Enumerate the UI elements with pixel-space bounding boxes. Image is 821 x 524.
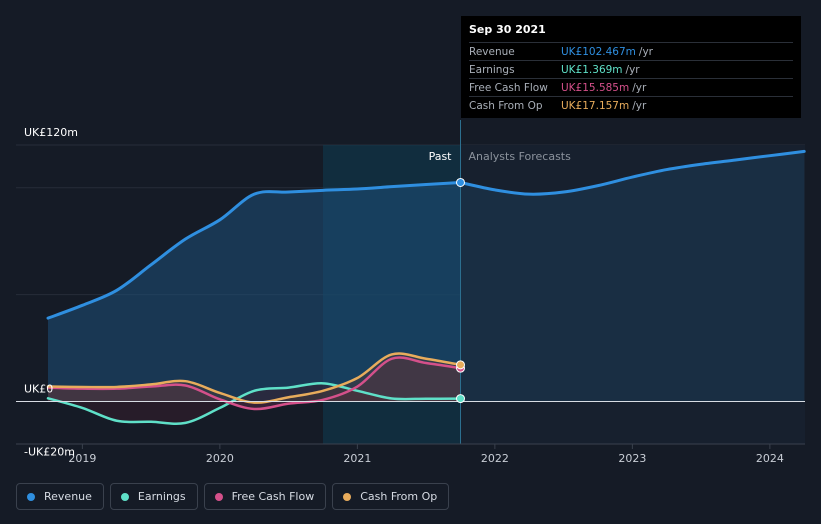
x-tick-label: 2021 <box>343 452 371 465</box>
legend-item-revenue[interactable]: Revenue <box>16 483 104 510</box>
tooltip-date: Sep 30 2021 <box>469 23 546 36</box>
tooltip-unit: /yr <box>632 81 647 94</box>
y-label-zero: UK£0 <box>24 383 53 396</box>
y-label-bottom: -UK£20m <box>24 445 75 458</box>
series-line-earnings <box>46 382 462 425</box>
tooltip-unit: /yr <box>625 63 640 76</box>
tooltip-value: UK£15.585m <box>561 81 630 94</box>
legend-dot-icon <box>343 492 352 501</box>
series-line-cash-from-op <box>46 352 462 404</box>
tooltip-row-revenue: Revenue UK£102.467m /yr <box>469 42 793 60</box>
legend-label: Earnings <box>137 490 186 503</box>
tooltip-value: UK£1.369m <box>561 63 623 76</box>
y-axis-labels: UK£120m UK£0 -UK£20m <box>24 126 78 458</box>
legend-label: Cash From Op <box>360 490 438 503</box>
tooltip-label: Earnings <box>469 63 515 76</box>
x-tick-label: 2024 <box>756 452 784 465</box>
legend-dot-icon <box>214 492 223 501</box>
series-line-revenue <box>46 180 462 320</box>
legend-label: Free Cash Flow <box>231 490 315 503</box>
tooltip-label: Free Cash Flow <box>469 81 548 94</box>
x-tick-label: 2022 <box>481 452 509 465</box>
legend: Revenue Earnings Free Cash Flow Cash Fro… <box>16 483 450 510</box>
past-label: Past <box>429 150 453 163</box>
legend-item-cash-from-op[interactable]: Cash From Op <box>332 483 450 510</box>
end-marker-earnings <box>456 394 465 404</box>
tooltip-row-free-cash-flow: Free Cash Flow UK£15.585m /yr <box>469 78 793 96</box>
tooltip-unit: /yr <box>632 99 647 112</box>
end-marker-cash-from-op <box>456 360 465 370</box>
x-tick-label: 2019 <box>68 452 96 465</box>
end-marker-revenue <box>456 177 465 187</box>
tooltip-row-earnings: Earnings UK£1.369m /yr <box>469 60 793 78</box>
x-tick-label: 2023 <box>618 452 646 465</box>
legend-label: Revenue <box>44 490 92 503</box>
tooltip-value: UK£17.157m <box>561 99 630 112</box>
legend-item-free-cash-flow[interactable]: Free Cash Flow <box>203 483 327 510</box>
legend-item-earnings[interactable]: Earnings <box>109 483 198 510</box>
tooltip-label: Revenue <box>469 45 515 58</box>
series-area-revenue <box>48 182 461 402</box>
y-label-top: UK£120m <box>24 126 78 139</box>
end-markers <box>456 177 465 404</box>
tooltip-row-cash-from-op: Cash From Op UK£17.157m /yr <box>469 96 793 114</box>
tooltip-label: Cash From Op <box>469 99 543 112</box>
series-line-free-cash-flow <box>46 356 462 411</box>
forecast-area-revenue <box>460 151 805 402</box>
legend-dot-icon <box>27 492 35 501</box>
forecast-line-revenue <box>459 149 806 196</box>
forecast-label: Analysts Forecasts <box>469 150 572 163</box>
tooltip: Sep 30 2021 Revenue UK£102.467m /yr Earn… <box>461 16 801 118</box>
x-axis-ticks: 2019 2020 2021 2022 2023 2024 <box>68 444 784 465</box>
x-tick-label: 2020 <box>206 452 234 465</box>
tooltip-value: UK£102.467m <box>561 45 636 58</box>
series-lines <box>46 149 806 425</box>
legend-dot-icon <box>120 492 129 501</box>
tooltip-unit: /yr <box>638 45 653 58</box>
